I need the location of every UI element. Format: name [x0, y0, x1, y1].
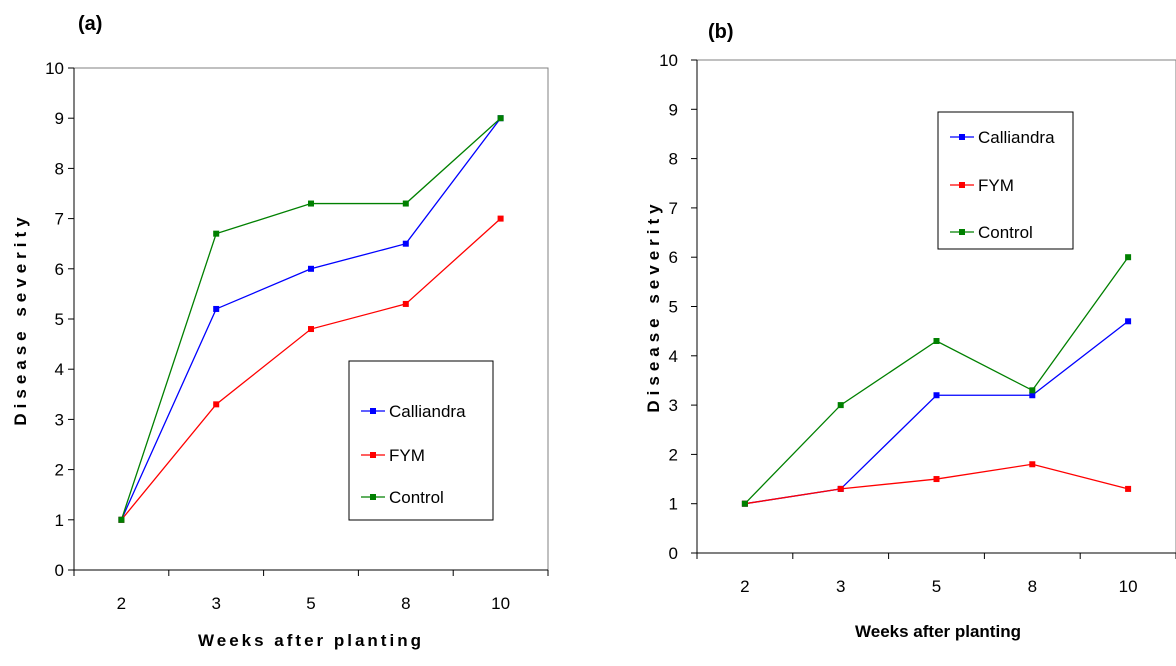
legend-label: FYM: [978, 176, 1014, 195]
y-tick-label: 7: [55, 210, 64, 229]
legend-label: Calliandra: [389, 402, 466, 421]
data-point-control: [933, 338, 940, 345]
y-tick-label: 0: [55, 561, 64, 580]
y-tick-label: 5: [55, 310, 64, 329]
series-line-control: [744, 256, 1129, 505]
chart-panel-a: 0 1 2 3 4 5 6 7 8 9 10 2 3 5 8 10 (a) Weeks after plantin…: [11, 13, 549, 650]
y-axis-title: Disease severity: [11, 212, 30, 425]
data-point-control: [741, 500, 748, 507]
y-tick-label: 5: [669, 298, 678, 317]
x-tick-label: 3: [836, 577, 845, 596]
data-point-fym: [497, 215, 504, 222]
data-point-control: [118, 516, 125, 523]
data-point-control: [213, 230, 220, 237]
data-point-fym: [402, 300, 409, 307]
x-axis-title: Weeks after planting: [855, 622, 1021, 641]
legend: Calliandra FYM Control: [348, 360, 494, 521]
x-tick-label: 10: [1119, 577, 1138, 596]
data-point-control: [1125, 254, 1132, 261]
data-point-fym: [933, 476, 940, 483]
y-tick-label: 6: [669, 248, 678, 267]
legend-swatch-marker: [370, 408, 376, 414]
y-tick-label: 4: [55, 360, 64, 379]
x-tick-label: 8: [401, 594, 410, 613]
x-axis-title: Weeks after planting: [198, 631, 424, 650]
data-point-control: [837, 402, 844, 409]
data-point-control: [402, 200, 409, 207]
y-tick-label: 0: [669, 544, 678, 563]
x-tick-label: 2: [117, 594, 126, 613]
legend-swatch-marker: [370, 452, 376, 458]
y-tick-label: 8: [55, 159, 64, 178]
legend: Calliandra FYM Control: [937, 111, 1074, 250]
x-tick-label: 3: [211, 594, 220, 613]
legend-label: Calliandra: [978, 128, 1055, 147]
y-tick-label: 6: [55, 260, 64, 279]
y-tick-label: 1: [55, 511, 64, 530]
y-tick-label: 9: [55, 109, 64, 128]
data-point-calliandra: [308, 265, 314, 272]
data-point-fym: [1125, 485, 1132, 492]
data-point-fym: [1029, 461, 1036, 468]
y-tick-label: 2: [55, 461, 64, 480]
data-point-fym: [837, 485, 844, 492]
y-tick-label: 9: [669, 100, 678, 119]
x-tick-label: 5: [306, 594, 315, 613]
y-tick-label: 10: [45, 59, 64, 78]
y-tick-label: 2: [669, 445, 678, 464]
y-tick-label: 8: [669, 150, 678, 169]
y-tick-label: 4: [669, 347, 678, 366]
data-point-control: [497, 115, 504, 122]
data-point-control: [308, 200, 314, 207]
x-tick-label: 5: [932, 577, 941, 596]
y-tick-label: 7: [669, 199, 678, 218]
chart-panel-b: 0 1 2 3 4 5 6 7 8 9 10 2 3 5 8 10 (b) Weeks after plantin…: [644, 21, 1176, 641]
x-tick-label: 8: [1028, 577, 1037, 596]
legend-swatch-marker: [959, 182, 965, 188]
series-line-fym: [744, 463, 1129, 505]
data-point-calliandra: [1125, 318, 1132, 325]
data-point-control: [1029, 387, 1036, 394]
data-point-fym: [308, 326, 314, 333]
data-point-calliandra: [933, 392, 940, 399]
x-tick-label: 2: [740, 577, 749, 596]
data-point-calliandra: [1029, 392, 1036, 399]
legend-swatch-marker: [959, 229, 965, 235]
legend-label: FYM: [389, 446, 425, 465]
data-point-fym: [213, 401, 220, 408]
y-tick-label: 3: [669, 396, 678, 415]
y-tick-label: 10: [659, 51, 678, 70]
legend-swatch-marker: [959, 134, 965, 140]
x-tick-label: 10: [491, 594, 510, 613]
panel-label: (b): [708, 21, 734, 43]
legend-box: [348, 360, 494, 521]
legend-swatch-marker: [370, 494, 376, 500]
y-axis-title: Disease severity: [644, 199, 663, 412]
panel-label: (a): [78, 13, 102, 35]
legend-label: Control: [978, 223, 1033, 242]
y-tick-label: 3: [55, 410, 64, 429]
data-point-calliandra: [402, 240, 409, 247]
y-tick-label: 1: [669, 495, 678, 514]
legend-label: Control: [389, 488, 444, 507]
data-point-calliandra: [213, 305, 220, 312]
